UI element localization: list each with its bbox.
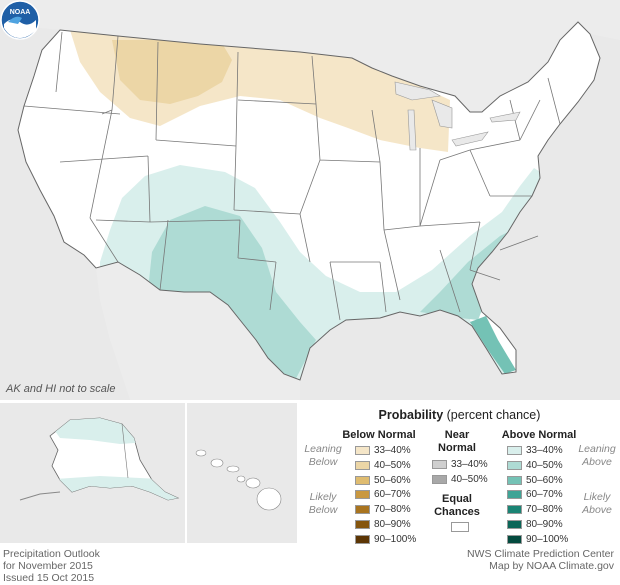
below-legend-label: 60–70% xyxy=(374,489,411,501)
above-legend-swatch xyxy=(507,475,522,485)
leaning-below-label: Leaning Below xyxy=(304,443,342,468)
footer-left-line1: Precipitation Outlook xyxy=(3,548,100,560)
scale-note: AK and HI not to scale xyxy=(6,383,116,395)
below-legend-swatch xyxy=(355,534,370,544)
state-borders xyxy=(23,31,561,321)
above-legend-swatch xyxy=(507,490,522,500)
lake-erie xyxy=(451,131,489,147)
below-legend-swatch xyxy=(355,446,370,455)
above-legend-swatch xyxy=(507,505,522,515)
footer-right-line1: NWS Climate Prediction Center xyxy=(466,548,614,560)
above-legend-label: 90–100% xyxy=(526,533,569,545)
lake-ontario xyxy=(489,111,521,123)
below-legend-swatch xyxy=(355,520,370,529)
above-legend-label: 70–80% xyxy=(526,504,563,516)
below-40-50-region xyxy=(112,40,232,104)
legend: Probability (percent chance) Below Norma… xyxy=(299,403,620,545)
us-outline xyxy=(17,21,601,381)
above-legend-label: 33–40% xyxy=(526,445,563,456)
below-legend-label: 70–80% xyxy=(374,504,411,516)
noaa-logo-text: NOAA xyxy=(10,9,31,16)
below-legend-swatch xyxy=(355,460,370,470)
near-legend-label: 40–50% xyxy=(451,473,488,485)
legend-title: Probability (percent chance) xyxy=(299,408,620,422)
above-legend-label: 50–60% xyxy=(526,474,563,486)
below-legend-label: 40–50% xyxy=(374,459,411,471)
below-legend-label: 33–40% xyxy=(374,445,411,456)
conus-map-svg xyxy=(0,0,620,400)
hawaii-inset xyxy=(187,403,297,543)
near-normal-heading: Near Normal xyxy=(438,429,476,454)
footer-right: NWS Climate Prediction Center Map by NOA… xyxy=(467,548,614,572)
above-legend-swatch xyxy=(507,534,522,544)
above-50-60-florida xyxy=(470,316,516,374)
leaning-above-label: Leaning Above xyxy=(578,443,616,468)
canada-land xyxy=(0,0,620,112)
above-legend-swatch xyxy=(507,520,522,529)
above-legend-label: 80–90% xyxy=(526,519,563,530)
alaska-svg xyxy=(19,417,180,501)
below-legend-label: 50–60% xyxy=(374,474,411,486)
above-legend-swatch xyxy=(507,460,522,470)
below-legend-swatch xyxy=(355,490,370,500)
conus-map: AK and HI not to scale NOAA xyxy=(0,0,620,400)
near-legend-label: 33–40% xyxy=(451,459,488,470)
near-legend-swatch xyxy=(432,474,447,484)
lake-michigan xyxy=(407,109,417,151)
near-legend-swatch xyxy=(432,460,447,469)
legend-title-rest: (percent chance) xyxy=(446,408,541,422)
equal-chances-swatch xyxy=(451,522,469,532)
below-legend-label: 90–100% xyxy=(374,533,417,545)
alaska-inset xyxy=(0,403,185,543)
below-legend-label: 80–90% xyxy=(374,519,411,530)
footer-left-line3: Issued 15 Oct 2015 xyxy=(3,572,95,584)
aleutian-islands xyxy=(19,491,61,501)
above-normal-heading: Above Normal xyxy=(501,429,577,441)
mexico-land xyxy=(96,262,300,400)
noaa-logo: NOAA xyxy=(0,0,40,40)
likely-below-label: Likely Below xyxy=(308,491,338,516)
above-legend-label: 60–70% xyxy=(526,489,563,501)
equal-chances-heading: Equal Chances xyxy=(434,493,480,518)
footer-right-line2: Map by NOAA Climate.gov xyxy=(489,560,614,572)
hawaii-svg xyxy=(195,449,282,511)
legend-title-bold: Probability xyxy=(378,408,444,422)
above-legend-label: 40–50% xyxy=(526,459,563,471)
below-legend-swatch xyxy=(355,475,370,485)
lake-huron xyxy=(431,99,453,129)
lake-superior xyxy=(394,81,441,101)
above-legend-swatch xyxy=(507,446,522,455)
likely-above-label: Likely Above xyxy=(582,491,612,516)
footer-left-line2: for November 2015 xyxy=(3,560,93,572)
below-legend-swatch xyxy=(355,505,370,515)
footer-left: Precipitation Outlook for November 2015 … xyxy=(3,548,100,584)
below-normal-heading: Below Normal xyxy=(342,429,416,441)
